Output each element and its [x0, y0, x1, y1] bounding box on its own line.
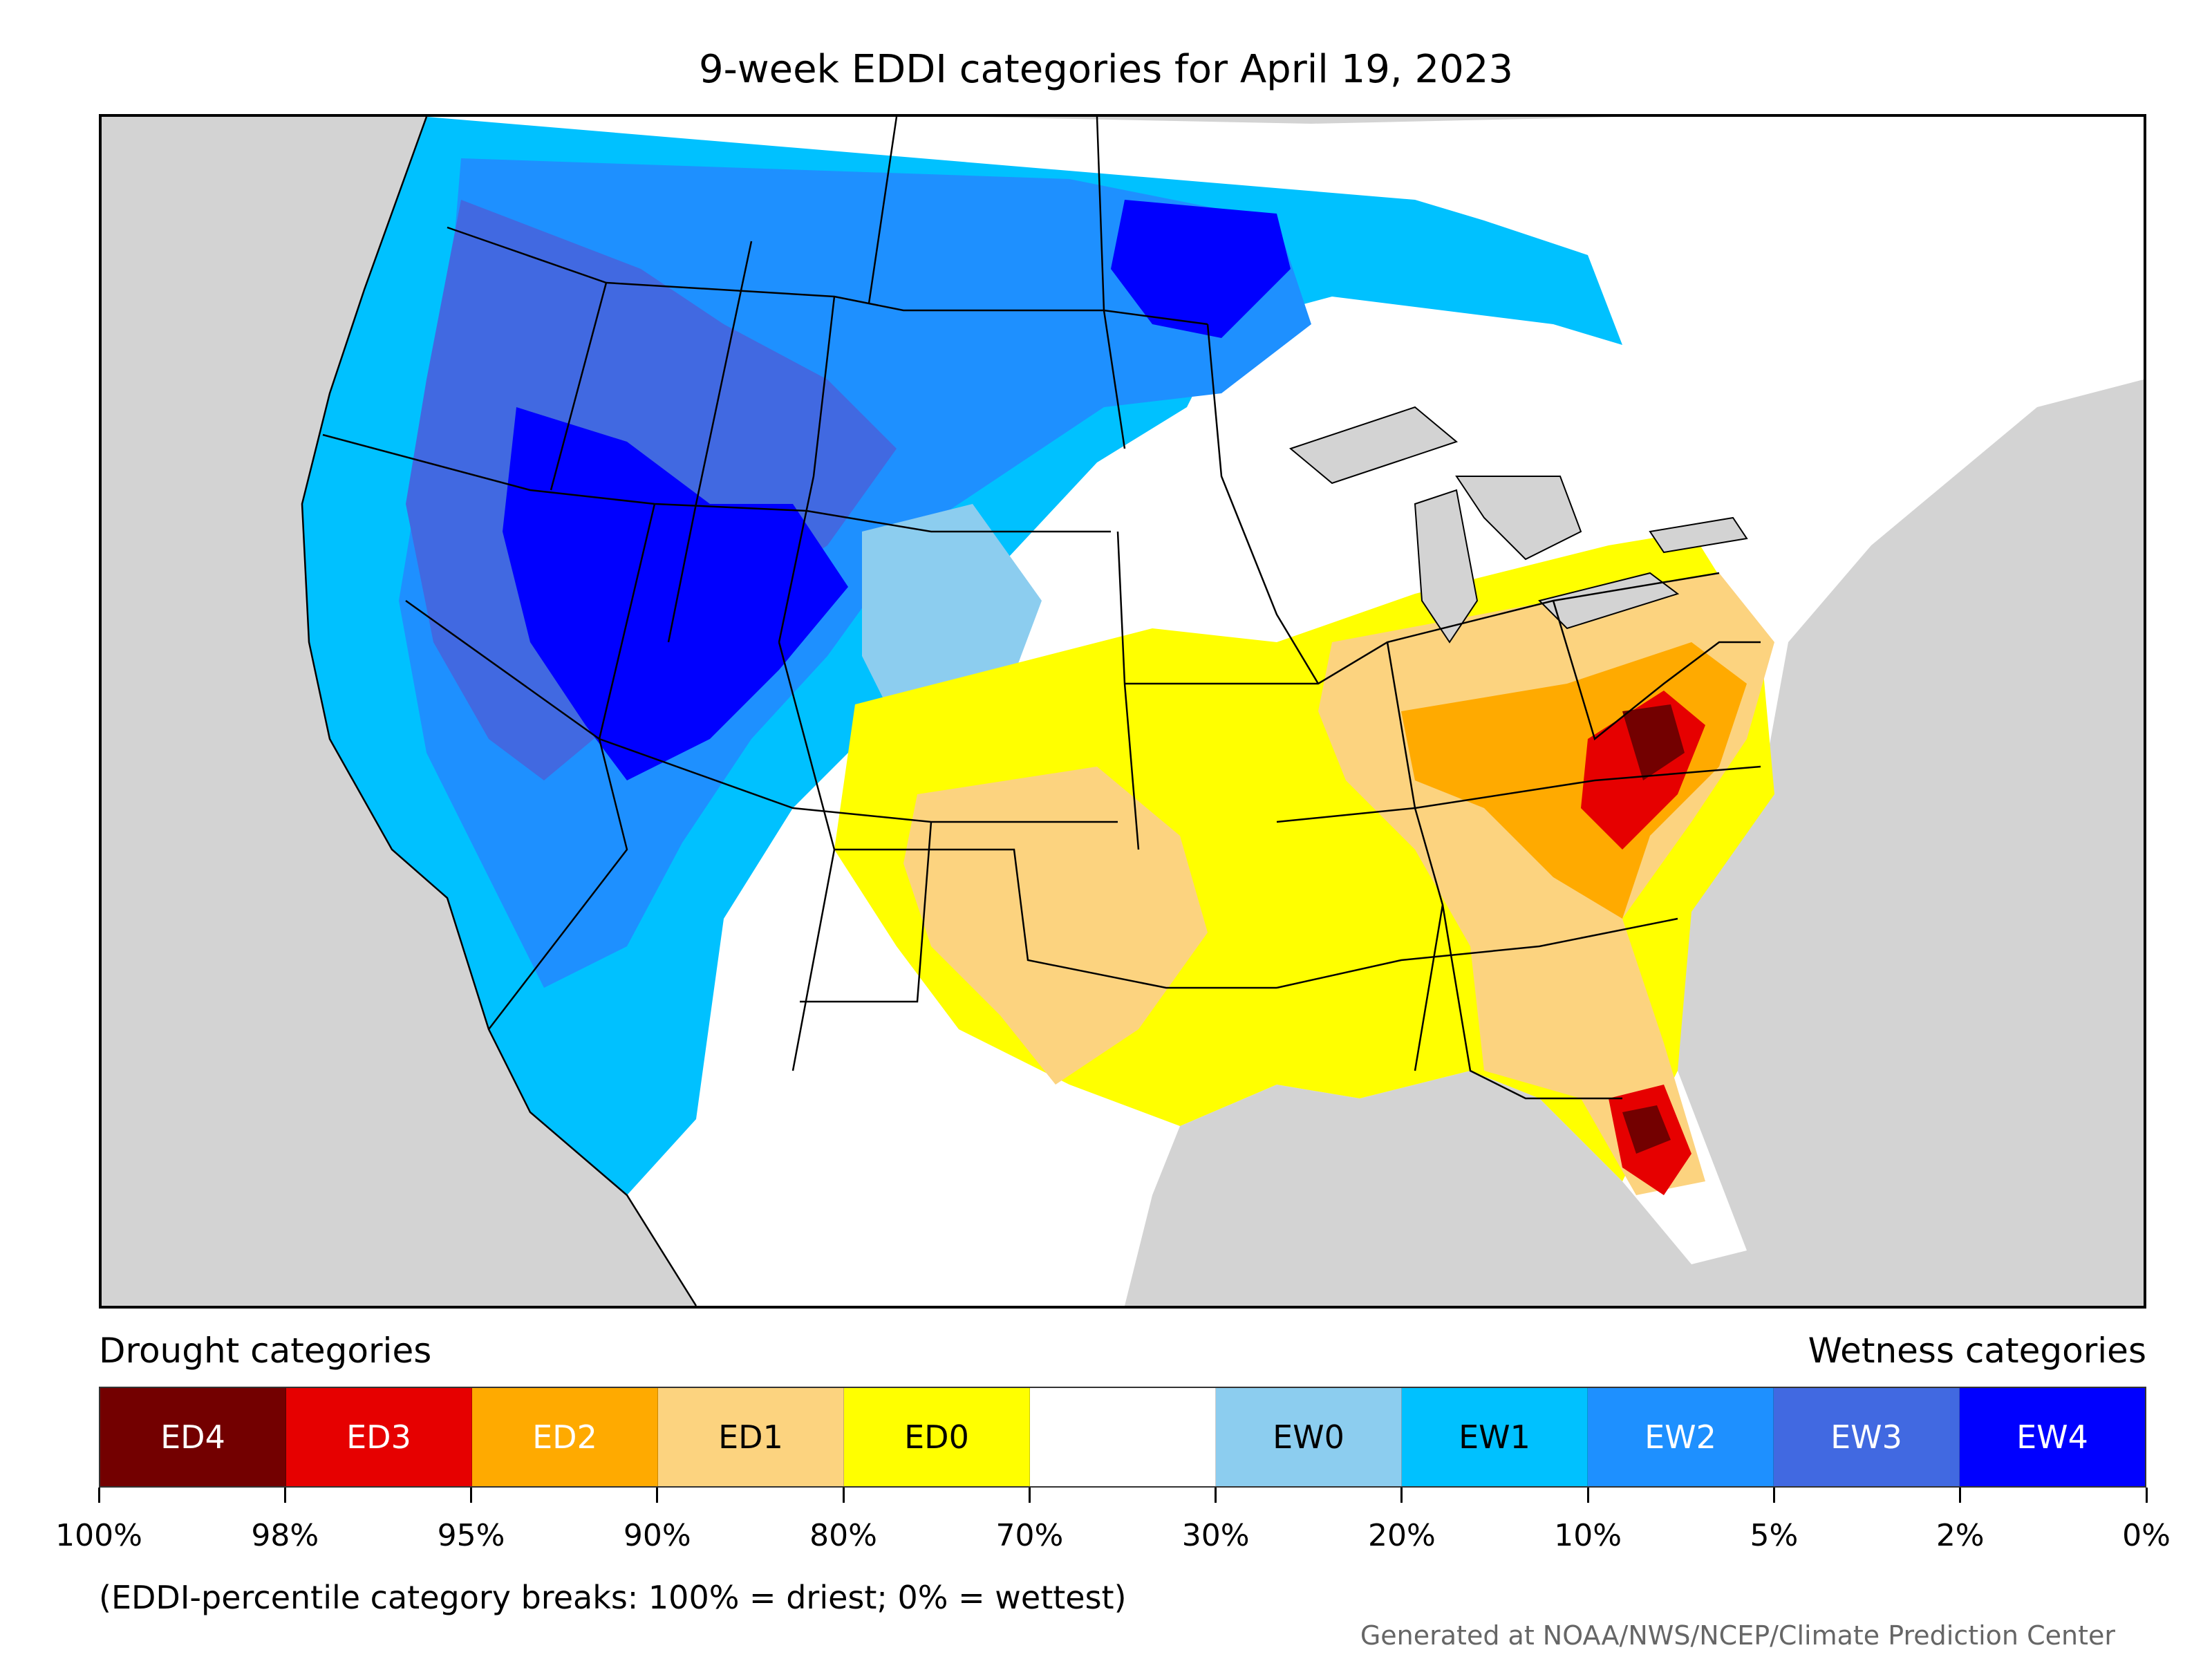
- dry-ed4-va: [1622, 704, 1685, 780]
- colorbar-tick-label: 98%: [251, 1518, 319, 1553]
- colorbar-tick-label: 100%: [55, 1518, 142, 1553]
- legend-swatch-ed4: ED4: [100, 1388, 286, 1486]
- legend-swatch-ed2: ED2: [472, 1388, 658, 1486]
- eddi-map: [99, 114, 2146, 1309]
- legend-swatch-ew3: EW3: [1774, 1388, 1960, 1486]
- wetness-categories-heading: Wetness categories: [1808, 1331, 2146, 1371]
- colorbar-tick: [1586, 1488, 1589, 1503]
- legend-swatch-ew1: EW1: [1402, 1388, 1588, 1486]
- colorbar-tick: [842, 1488, 845, 1503]
- legend-swatch-ew0: EW0: [1216, 1388, 1402, 1486]
- colorbar-tick: [97, 1488, 100, 1503]
- colorbar-tick: [2145, 1488, 2148, 1503]
- legend-swatch-ed3: ED3: [286, 1388, 472, 1486]
- colorbar-tick: [1028, 1488, 1031, 1503]
- colorbar-tick-label: 95%: [437, 1518, 505, 1553]
- dry-ed4-fl: [1622, 1105, 1671, 1154]
- colorbar-tick: [1400, 1488, 1403, 1503]
- category-colorbar: ED4 ED3 ED2 ED1 ED0 EW0 EW1 EW2 EW3 EW4: [99, 1387, 2146, 1488]
- percentile-footnote: (EDDI-percentile category breaks: 100% =…: [99, 1579, 1127, 1616]
- colorbar-tick-label: 70%: [995, 1518, 1064, 1553]
- dry-ed1-region: [903, 767, 1208, 1085]
- legend-swatch-ew2: EW2: [1588, 1388, 1774, 1486]
- legend-swatch-ed0: ED0: [844, 1388, 1030, 1486]
- credit-text: Generated at NOAA/NWS/NCEP/Climate Predi…: [1360, 1620, 2115, 1651]
- colorbar-tick-label: 30%: [1181, 1518, 1250, 1553]
- colorbar-tick: [470, 1488, 473, 1503]
- colorbar-tick: [656, 1488, 659, 1503]
- colorbar-tick: [1959, 1488, 1962, 1503]
- colorbar-ticks: [97, 1488, 2148, 1504]
- colorbar-tick: [1772, 1488, 1775, 1503]
- map-title: 9-week EDDI categories for April 19, 202…: [698, 47, 1514, 92]
- colorbar-tick-label: 90%: [623, 1518, 691, 1553]
- legend-swatch-neutral: [1030, 1388, 1216, 1486]
- wet-ew4-region: [503, 407, 848, 780]
- wet-ew4-north: [1111, 200, 1291, 338]
- eddi-map-canvas: [102, 117, 2144, 1306]
- great-lakes: [1288, 406, 1748, 644]
- colorbar-tick-label: 5%: [1750, 1518, 1799, 1553]
- colorbar-tick-label: 20%: [1368, 1518, 1436, 1553]
- colorbar-tick-label: 2%: [1936, 1518, 1985, 1553]
- state-borders: [301, 117, 1761, 1306]
- legend-swatch-ew4: EW4: [1960, 1388, 2145, 1486]
- colorbar-tick-label: 0%: [2122, 1518, 2171, 1553]
- colorbar-tick: [283, 1488, 286, 1503]
- legend-swatch-ed1: ED1: [658, 1388, 844, 1486]
- colorbar-tick: [1215, 1488, 1217, 1503]
- colorbar-tick-label: 10%: [1554, 1518, 1622, 1553]
- colorbar-tick-label: 80%: [809, 1518, 877, 1553]
- drought-categories-heading: Drought categories: [99, 1331, 432, 1371]
